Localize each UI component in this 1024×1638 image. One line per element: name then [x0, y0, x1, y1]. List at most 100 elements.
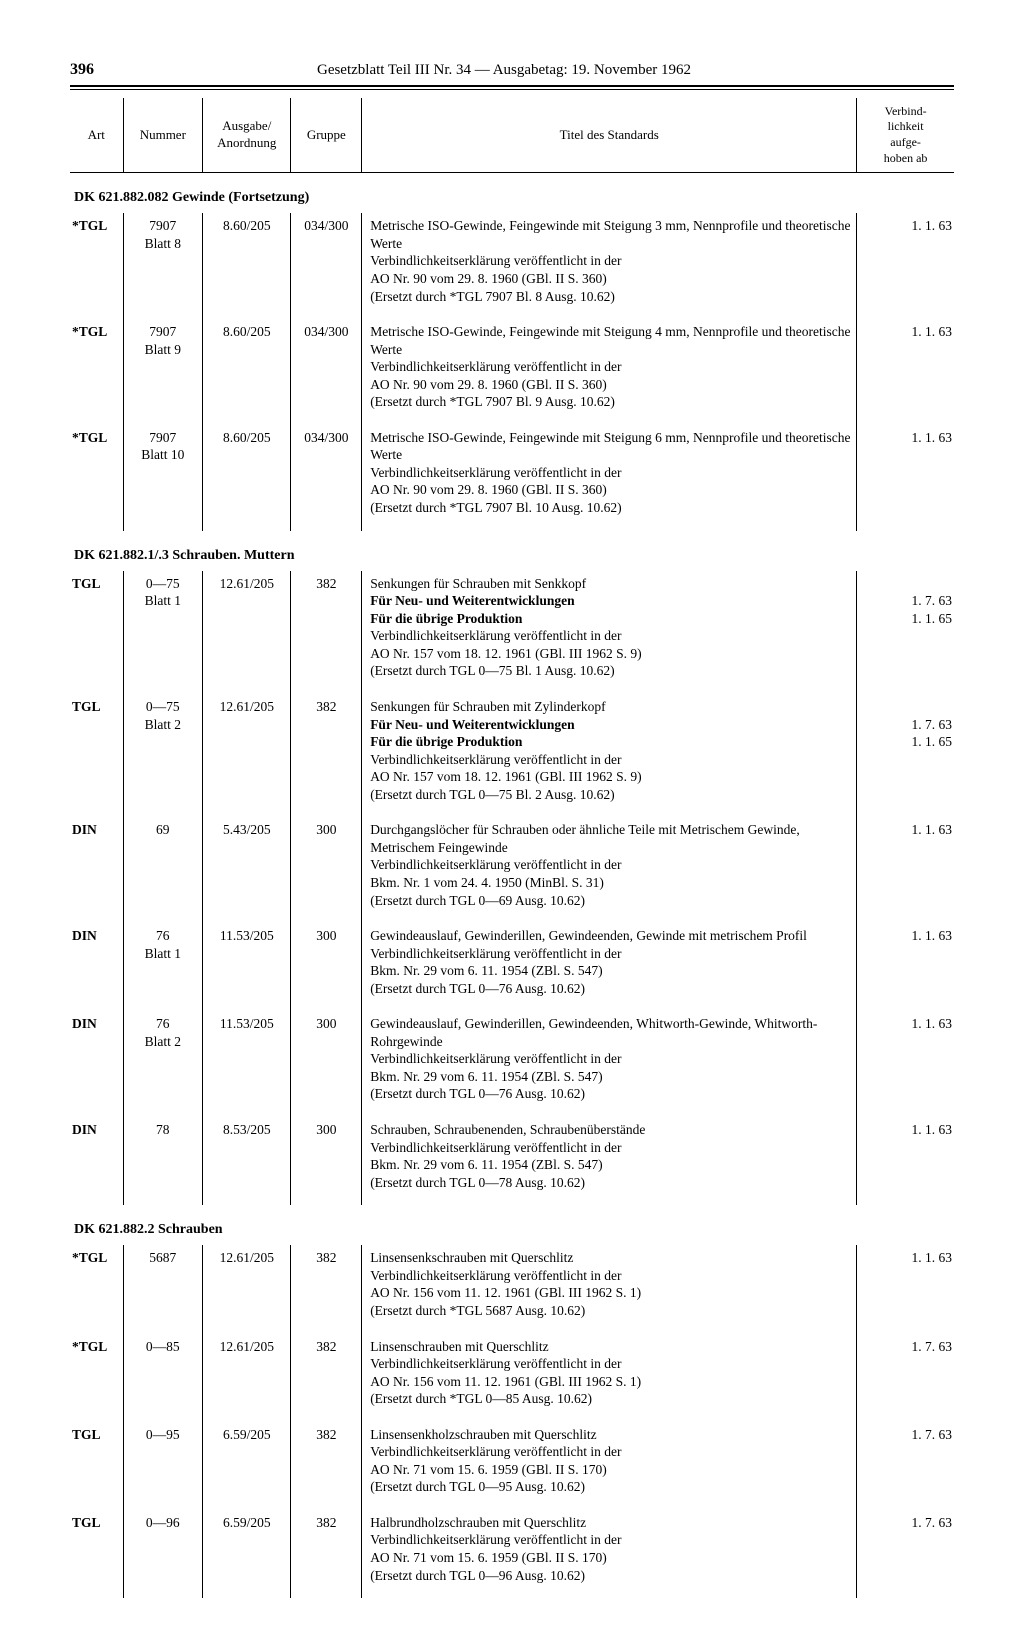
- table-row: DIN76 Blatt 111.53/205300Gewindeauslauf,…: [70, 923, 954, 1011]
- cell-gruppe: 300: [291, 1011, 362, 1117]
- col-art: Art: [70, 98, 123, 173]
- cell-art: DIN: [70, 1117, 123, 1205]
- cell-titel: Metrische ISO-Gewinde, Feingewinde mit S…: [362, 425, 857, 531]
- titel-line: Linsenschrauben mit Querschlitz: [370, 1338, 852, 1356]
- cell-titel: Durchgangslöcher für Schrauben oder ähnl…: [362, 817, 857, 923]
- titel-line: (Ersetzt durch TGL 0—78 Ausg. 10.62): [370, 1174, 852, 1192]
- cell-gruppe: 382: [291, 1422, 362, 1510]
- cell-gruppe: 034/300: [291, 425, 362, 531]
- section-heading: DK 621.882.2 Schrauben: [70, 1205, 954, 1245]
- titel-line: Verbindlichkeitserklärung veröffentlicht…: [370, 945, 852, 963]
- titel-line: (Ersetzt durch *TGL 7907 Bl. 10 Ausg. 10…: [370, 499, 852, 517]
- cell-art: *TGL: [70, 1245, 123, 1333]
- cell-titel: Linsensenkholzschrauben mit QuerschlitzV…: [362, 1422, 857, 1510]
- titel-line: Linsensenkholzschrauben mit Querschlitz: [370, 1426, 852, 1444]
- cell-gruppe: 034/300: [291, 319, 362, 425]
- titel-line: Metrische ISO-Gewinde, Feingewinde mit S…: [370, 217, 852, 252]
- section-heading: DK 621.882.082 Gewinde (Fortsetzung): [70, 173, 954, 214]
- cell-ausgabe: 8.60/205: [203, 425, 291, 531]
- col-gruppe: Gruppe: [291, 98, 362, 173]
- titel-line: (Ersetzt durch *TGL 7907 Bl. 8 Ausg. 10.…: [370, 288, 852, 306]
- cell-nummer: 7907 Blatt 9: [123, 319, 203, 425]
- titel-line: (Ersetzt durch *TGL 0—85 Ausg. 10.62): [370, 1390, 852, 1408]
- titel-line: AO Nr. 71 vom 15. 6. 1959 (GBl. II S. 17…: [370, 1549, 852, 1567]
- cell-ausgabe: 6.59/205: [203, 1510, 291, 1598]
- page-header: 396 Gesetzblatt Teil III Nr. 34 — Ausgab…: [70, 60, 954, 87]
- cell-verbind: 1. 1. 63: [857, 213, 954, 319]
- cell-titel: Senkungen für Schrauben mit SenkkopfFür …: [362, 571, 857, 694]
- titel-line: AO Nr. 71 vom 15. 6. 1959 (GBl. II S. 17…: [370, 1461, 852, 1479]
- titel-line: Verbindlichkeitserklärung veröffentlicht…: [370, 856, 852, 874]
- table-row: TGL0—75 Blatt 112.61/205382Senkungen für…: [70, 571, 954, 694]
- titel-line: Verbindlichkeitserklärung veröffentlicht…: [370, 358, 852, 376]
- titel-line: Verbindlichkeitserklärung veröffentlicht…: [370, 252, 852, 270]
- titel-line: Verbindlichkeitserklärung veröffentlicht…: [370, 751, 852, 769]
- col-ausgabe: Ausgabe/ Anordnung: [203, 98, 291, 173]
- titel-line: Verbindlichkeitserklärung veröffentlicht…: [370, 1267, 852, 1285]
- col-verbind: Verbind- lichkeit aufge- hoben ab: [857, 98, 954, 173]
- table-row: *TGL7907 Blatt 88.60/205034/300Metrische…: [70, 213, 954, 319]
- titel-line: AO Nr. 157 vom 18. 12. 1961 (GBl. III 19…: [370, 768, 852, 786]
- titel-line: Verbindlichkeitserklärung veröffentlicht…: [370, 1531, 852, 1549]
- cell-titel: Linsenschrauben mit QuerschlitzVerbindli…: [362, 1334, 857, 1422]
- section-heading: DK 621.882.1/.3 Schrauben. Muttern: [70, 531, 954, 571]
- cell-ausgabe: 5.43/205: [203, 817, 291, 923]
- titel-line: Für die übrige Produktion: [370, 733, 852, 751]
- cell-titel: Schrauben, Schraubenenden, Schraubenüber…: [362, 1117, 857, 1205]
- cell-verbind: 1. 1. 63: [857, 1011, 954, 1117]
- cell-ausgabe: 8.60/205: [203, 213, 291, 319]
- cell-art: TGL: [70, 571, 123, 694]
- cell-art: *TGL: [70, 319, 123, 425]
- cell-gruppe: 382: [291, 1245, 362, 1333]
- titel-line: Senkungen für Schrauben mit Zylinderkopf: [370, 698, 852, 716]
- titel-line: AO Nr. 157 vom 18. 12. 1961 (GBl. III 19…: [370, 645, 852, 663]
- table-row: DIN695.43/205300Durchgangslöcher für Sch…: [70, 817, 954, 923]
- cell-gruppe: 300: [291, 817, 362, 923]
- cell-ausgabe: 12.61/205: [203, 1245, 291, 1333]
- cell-art: DIN: [70, 1011, 123, 1117]
- titel-line: AO Nr. 90 vom 29. 8. 1960 (GBl. II S. 36…: [370, 481, 852, 499]
- table-header: Art Nummer Ausgabe/ Anordnung Gruppe Tit…: [70, 98, 954, 173]
- cell-ausgabe: 12.61/205: [203, 571, 291, 694]
- cell-nummer: 76 Blatt 1: [123, 923, 203, 1011]
- titel-line: Metrische ISO-Gewinde, Feingewinde mit S…: [370, 323, 852, 358]
- cell-nummer: 0—96: [123, 1510, 203, 1598]
- cell-verbind: 1. 1. 63: [857, 319, 954, 425]
- table-row: DIN788.53/205300Schrauben, Schraubenende…: [70, 1117, 954, 1205]
- col-nummer: Nummer: [123, 98, 203, 173]
- cell-gruppe: 382: [291, 571, 362, 694]
- cell-gruppe: 034/300: [291, 213, 362, 319]
- titel-line: (Ersetzt durch TGL 0—76 Ausg. 10.62): [370, 1085, 852, 1103]
- section-heading-row: DK 621.882.1/.3 Schrauben. Muttern: [70, 531, 954, 571]
- titel-line: Linsensenkschrauben mit Querschlitz: [370, 1249, 852, 1267]
- titel-line: Verbindlichkeitserklärung veröffentlicht…: [370, 1050, 852, 1068]
- titel-line: Verbindlichkeitserklärung veröffentlicht…: [370, 627, 852, 645]
- cell-nummer: 0—85: [123, 1334, 203, 1422]
- cell-titel: Gewindeauslauf, Gewinderillen, Gewindeen…: [362, 923, 857, 1011]
- titel-line: AO Nr. 156 vom 11. 12. 1961 (GBl. III 19…: [370, 1284, 852, 1302]
- header-title: Gesetzblatt Teil III Nr. 34 — Ausgabetag…: [317, 61, 691, 81]
- cell-titel: Metrische ISO-Gewinde, Feingewinde mit S…: [362, 319, 857, 425]
- cell-titel: Senkungen für Schrauben mit Zylinderkopf…: [362, 694, 857, 817]
- cell-verbind: 1. 7. 63: [857, 1510, 954, 1598]
- titel-line: AO Nr. 156 vom 11. 12. 1961 (GBl. III 19…: [370, 1373, 852, 1391]
- cell-gruppe: 382: [291, 1334, 362, 1422]
- standards-table: Art Nummer Ausgabe/ Anordnung Gruppe Tit…: [70, 98, 954, 1598]
- table-body: DK 621.882.082 Gewinde (Fortsetzung)*TGL…: [70, 173, 954, 1598]
- cell-verbind: 1. 7. 63: [857, 1422, 954, 1510]
- titel-line: (Ersetzt durch *TGL 7907 Bl. 9 Ausg. 10.…: [370, 393, 852, 411]
- cell-ausgabe: 12.61/205: [203, 694, 291, 817]
- titel-line: (Ersetzt durch TGL 0—75 Bl. 2 Ausg. 10.6…: [370, 786, 852, 804]
- titel-line: Senkungen für Schrauben mit Senkkopf: [370, 575, 852, 593]
- titel-line: Bkm. Nr. 29 vom 6. 11. 1954 (ZBl. S. 547…: [370, 1068, 852, 1086]
- cell-ausgabe: 8.60/205: [203, 319, 291, 425]
- cell-nummer: 69: [123, 817, 203, 923]
- titel-line: Verbindlichkeitserklärung veröffentlicht…: [370, 464, 852, 482]
- titel-line: AO Nr. 90 vom 29. 8. 1960 (GBl. II S. 36…: [370, 376, 852, 394]
- titel-line: (Ersetzt durch TGL 0—96 Ausg. 10.62): [370, 1567, 852, 1585]
- titel-line: (Ersetzt durch *TGL 5687 Ausg. 10.62): [370, 1302, 852, 1320]
- titel-line: Gewindeauslauf, Gewinderillen, Gewindeen…: [370, 1015, 852, 1050]
- cell-titel: Halbrundholzschrauben mit QuerschlitzVer…: [362, 1510, 857, 1598]
- table-row: TGL0—75 Blatt 212.61/205382Senkungen für…: [70, 694, 954, 817]
- cell-nummer: 0—95: [123, 1422, 203, 1510]
